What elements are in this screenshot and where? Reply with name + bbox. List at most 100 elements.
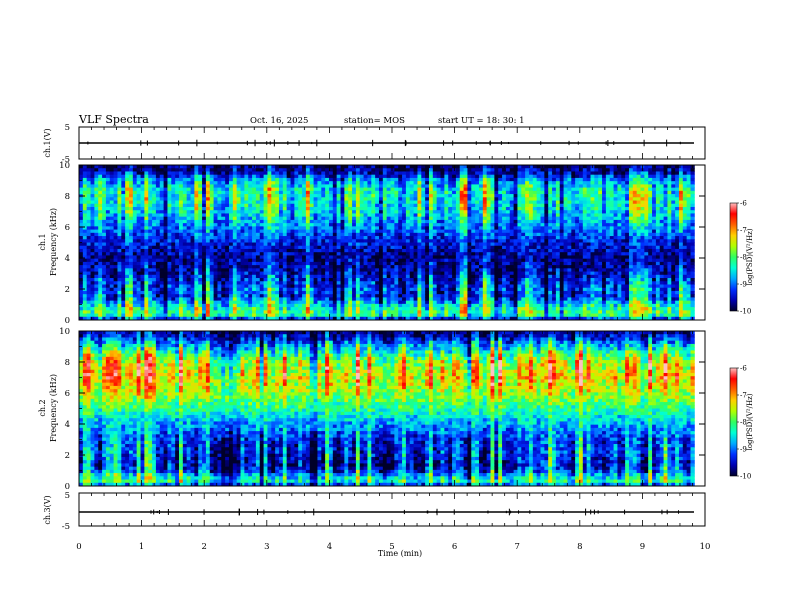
ch1-spectrogram-cell [140, 287, 145, 292]
ch1-spectrogram-cell [102, 242, 107, 247]
ch1-spectrogram-cell [459, 216, 464, 221]
ch1-spectrogram-cell [140, 181, 145, 185]
ch1-spectrogram-cell [340, 232, 345, 237]
ch1-spectrogram-cell [152, 171, 157, 176]
ch1-spectrogram-cell [236, 206, 241, 211]
ch1-spectrogram-cell [432, 258, 438, 263]
ch1-spectrogram-cell [179, 287, 184, 292]
ch1-spectrogram-cell [263, 236, 268, 240]
ch1-spectrogram-cell [217, 265, 222, 269]
ch1-spectrogram-cell [94, 245, 99, 250]
ch1-spectrogram-cell [121, 236, 126, 240]
ch1-spectrogram-cell [236, 284, 241, 289]
ch1-spectrogram-cell [421, 287, 426, 292]
ch1-spectrogram-cell [371, 294, 376, 298]
ch1-spectrogram-cell [467, 300, 472, 305]
ch1-spectrogram-cell [409, 165, 414, 169]
ch1-spectrogram-cell [317, 168, 322, 172]
ch1-spectrogram-cell [94, 248, 99, 253]
ch1-spectrogram-cell [186, 281, 191, 285]
ch1-spectrogram-cell [182, 303, 188, 308]
ch1-spectrogram-cell [179, 223, 184, 227]
ch1-spectrogram-cell [225, 200, 230, 205]
ch1-spectrogram-cell [328, 223, 334, 227]
ch1-spectrogram-cell [348, 297, 353, 302]
ch1-spectrogram-cell [278, 248, 284, 253]
ch1-spectrogram-cell [228, 210, 234, 214]
ch1-spectrogram-cell [290, 210, 295, 214]
ch1-spectrogram-cell [117, 171, 122, 176]
ch1-spectrogram-cell [305, 226, 311, 230]
ch1-spectrogram-cell [167, 181, 172, 185]
ch1-spectrogram-cell [255, 206, 261, 211]
ch1-spectrogram-cell [386, 187, 391, 192]
ch1-spectrogram-cell [398, 184, 403, 189]
ch1-spectrogram-cell [129, 219, 134, 224]
ch1-spectrogram-cell [198, 184, 203, 189]
ch1-spectrogram-cell [294, 216, 299, 221]
ch1-spectrogram-cell [463, 177, 468, 182]
ch1-spectrogram-cell [409, 303, 414, 308]
ch1-spectrogram-cell [286, 303, 291, 308]
ch1-spectrogram-cell [190, 187, 195, 192]
ch1-spectrogram-cell [340, 239, 345, 243]
ch1-spectrogram-cell [125, 203, 130, 208]
ch1-spectrogram-cell [121, 303, 126, 308]
ch1-spectrogram-cell [290, 168, 295, 172]
ch1-spectrogram-cell [163, 181, 168, 185]
ch1-spectrogram-cell [355, 216, 361, 221]
ch1-spectrogram-cell [444, 287, 449, 292]
ch1-spectrogram-cell [240, 255, 245, 260]
ch1-spectrogram-cell [113, 236, 118, 240]
ch1-spectrogram-cell [402, 310, 407, 314]
ch1-spectrogram-cell [144, 190, 149, 195]
ch1-spectrogram-cell [352, 297, 357, 302]
ch1-spectrogram-cell [102, 187, 107, 192]
ch1-spectrogram-cell [232, 245, 238, 250]
ch1-spectrogram-cell [259, 203, 265, 208]
ch1-spectrogram-cell [263, 174, 268, 179]
ch1-spectrogram-cell [305, 284, 311, 289]
ch1-spectrogram-cell [328, 278, 334, 282]
ch1-spectrogram-cell [325, 197, 330, 201]
ch1-spectrogram-cell [328, 258, 334, 263]
ch1-spectrogram-cell [198, 177, 203, 182]
ch1-spectrogram-cell [367, 245, 372, 250]
ch1-spectrogram-cell [405, 203, 411, 208]
ch1-spectrogram-cell [355, 197, 361, 201]
ch1-spectrogram-cell [209, 297, 215, 302]
ch1-spectrogram-cell [467, 226, 472, 230]
ch1-spectrogram-cell [382, 232, 388, 237]
ch1-spectrogram-cell [155, 261, 161, 266]
ch1-spectrogram-cell [271, 294, 276, 298]
ch1-spectrogram-cell [79, 268, 84, 272]
ch1-spectrogram-cell [136, 194, 141, 198]
ch1-spectrogram-cell [236, 242, 241, 247]
ch1-spectrogram-cell [202, 197, 207, 201]
ch1-spectrogram-cell [405, 223, 411, 227]
ch1-spectrogram-cell [117, 310, 122, 314]
ch1-spectrogram-cell [136, 190, 141, 195]
ch1-spectrogram-cell [313, 206, 318, 211]
ch1-spectrogram-cell [198, 248, 203, 253]
ch1-spectrogram-cell [132, 213, 138, 218]
ch1-spectrogram-cell [182, 255, 188, 260]
ch1-spectrogram-cell [305, 261, 311, 266]
ch1-spectrogram-cell [155, 181, 161, 185]
ch1-spectrogram-cell [405, 281, 411, 285]
ch1-spectrogram-cell [228, 255, 234, 260]
ch1-spectrogram-cell [452, 255, 457, 260]
ch1-spectrogram-cell [336, 206, 341, 211]
ch1-spectrogram-cell [136, 213, 141, 218]
ch1-spectrogram-cell [98, 281, 103, 285]
ch1-spectrogram-cell [275, 216, 280, 221]
ch1-spectrogram-cell [90, 265, 95, 269]
ch1-spectrogram-cell [448, 300, 453, 305]
ch1-spectrogram-cell [98, 203, 103, 208]
ch1-spectrogram-cell [163, 223, 168, 227]
ch1-spectrogram-cell [455, 284, 461, 289]
ch1-spectrogram-cell [321, 226, 326, 230]
ch1-spectrogram-cell [267, 206, 272, 211]
ch1-spectrogram-cell [298, 239, 303, 243]
ch1-spectrogram-cell [198, 226, 203, 230]
